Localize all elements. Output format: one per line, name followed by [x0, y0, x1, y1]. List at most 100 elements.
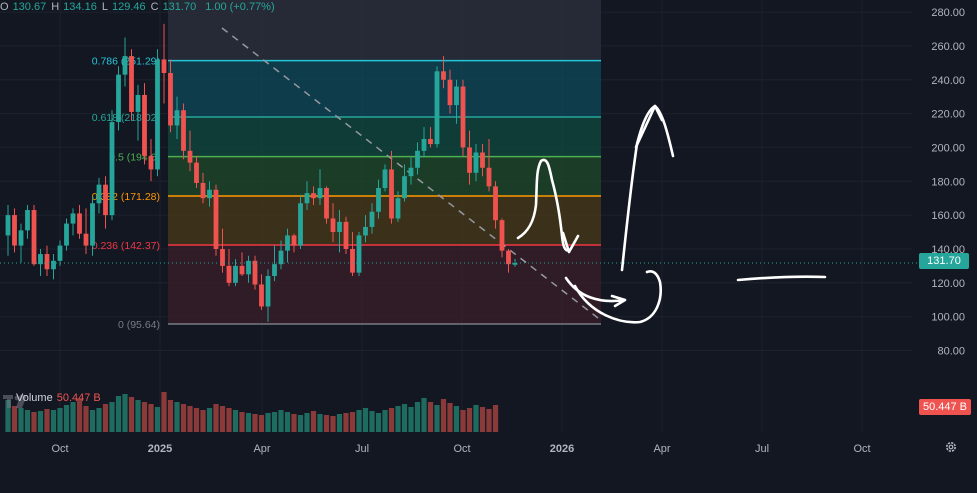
candle-body: [369, 211, 375, 227]
volume-bar: [232, 410, 239, 432]
time-axis[interactable]: Oct 2025 Apr Jul Oct 2026 Apr Jul Oct: [51, 443, 870, 455]
candle: [96, 177, 102, 214]
volume-value: 50.447 B: [56, 392, 101, 404]
ohlc-key-h: H: [51, 1, 60, 13]
candle: [402, 164, 407, 202]
candle: [239, 252, 245, 277]
candle-body: [285, 235, 290, 251]
freehand-arrow-stroke: [736, 275, 827, 282]
candle-body: [272, 264, 277, 277]
volume-bar: [473, 405, 479, 432]
candle: [285, 228, 290, 263]
volume-bar: [141, 402, 148, 432]
candle-body: [356, 235, 362, 273]
fib-zone: [168, 244, 601, 325]
candle-body: [77, 213, 82, 234]
volume-bar: [427, 402, 434, 432]
candle-body: [304, 193, 310, 204]
price-tick-label: 260.00: [931, 41, 965, 53]
volume-bar: [135, 400, 141, 432]
candle-body: [447, 79, 453, 106]
candle-body: [38, 254, 43, 265]
volume-bar: [200, 410, 206, 432]
tradingview-logo-icon: [3, 395, 27, 408]
candle-body: [83, 233, 89, 246]
volume-bar: [206, 408, 213, 432]
candle: [350, 232, 355, 277]
candle-body: [428, 138, 433, 145]
candle: [363, 215, 368, 243]
candle: [148, 138, 154, 182]
volume-bar: [187, 406, 193, 432]
volume-bar: [310, 411, 317, 432]
volume-bar: [5, 400, 11, 432]
volume-bar: [460, 410, 466, 432]
candle: [18, 223, 24, 263]
candle-body: [473, 152, 479, 173]
fib-level-label: 0.382 (171.28): [92, 191, 160, 203]
volume-bar: [382, 410, 388, 432]
volume-bar: [265, 413, 271, 432]
volume-bar: [115, 396, 122, 432]
candle-body: [109, 122, 115, 216]
volume-bar: [414, 402, 421, 432]
volume-bar: [109, 402, 115, 432]
candle: [389, 150, 394, 224]
volume-bar: [375, 413, 382, 432]
candle-body: [363, 226, 368, 236]
volume-bar: [421, 398, 427, 432]
candle: [304, 181, 310, 211]
candle-body: [259, 284, 264, 307]
candle-body: [460, 86, 466, 148]
candle: [70, 208, 76, 236]
candle: [493, 181, 498, 229]
candle: [291, 233, 297, 253]
candle: [220, 228, 225, 273]
fib-level-label: 0.236 (142.37): [92, 240, 160, 252]
volume-bar: [161, 392, 167, 432]
last-price-badge: 131.70: [919, 253, 969, 269]
candle: [421, 127, 427, 158]
time-tick-label: Oct: [51, 443, 68, 455]
fibonacci-retracement[interactable]: 0.786 (251.29)0.618 (218.02)0.5 (194.6)0…: [92, 0, 601, 331]
volume-bar: [453, 406, 460, 432]
volume-bar: [18, 408, 24, 432]
volume-bar: [96, 408, 102, 432]
candle: [311, 186, 316, 205]
candle: [265, 269, 271, 322]
candle-body: [506, 250, 511, 265]
fib-zone: [168, 116, 601, 157]
settings-gear-icon[interactable]: [944, 440, 958, 454]
candle: [207, 181, 212, 207]
candle-body: [311, 193, 316, 199]
volume-bar: [57, 408, 63, 432]
volume-bar: [291, 414, 297, 432]
volume-bar: [180, 404, 187, 432]
time-tick-label: Apr: [653, 443, 670, 455]
volume-bar: [148, 404, 154, 432]
candle: [369, 203, 375, 234]
candle-body: [382, 169, 388, 189]
candle-body: [298, 203, 303, 246]
ohlc-value-h: 134.16: [63, 1, 97, 13]
freehand-arrow-stroke: [634, 104, 664, 149]
volume-badge: 50.447 B: [919, 399, 971, 415]
price-axis[interactable]: 80.00 100.00 120.00 140.00 160.00 180.00 200.0…: [0, 7, 965, 357]
candle-body: [129, 56, 134, 112]
price-tick-label: 280.00: [931, 7, 965, 19]
volume-bar: [31, 412, 37, 432]
candle-body: [168, 72, 173, 126]
candle: [200, 172, 206, 204]
volume-bar: [330, 416, 336, 432]
fib-zone-top: [168, 0, 601, 61]
candle-body: [441, 71, 446, 80]
volume-bar: [252, 414, 258, 432]
ohlc-key-o: O: [0, 1, 9, 13]
freehand-drawings[interactable]: [516, 104, 827, 324]
candle: [142, 83, 147, 165]
candle-body: [12, 215, 17, 246]
candle: [434, 66, 440, 148]
candle-body: [90, 203, 95, 246]
candle-body: [330, 218, 336, 233]
